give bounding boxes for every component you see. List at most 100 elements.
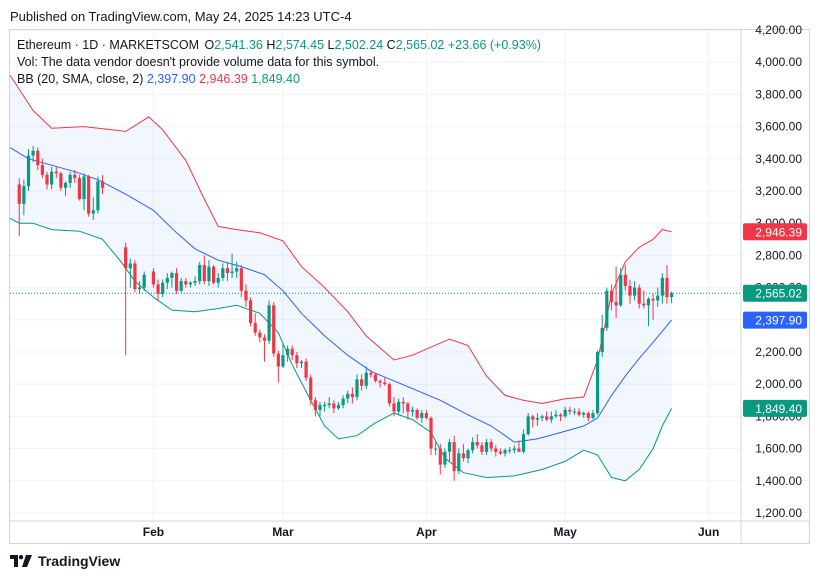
candle[interactable] (401, 397, 405, 414)
candle[interactable] (22, 179, 26, 216)
candle[interactable] (304, 358, 308, 381)
candle[interactable] (572, 408, 577, 415)
candle[interactable] (341, 395, 345, 409)
candle[interactable] (637, 284, 641, 309)
candle[interactable] (281, 343, 285, 369)
candle[interactable] (77, 174, 81, 201)
candle[interactable] (632, 281, 637, 301)
candle[interactable] (498, 448, 503, 455)
candle[interactable] (188, 281, 193, 288)
candle[interactable] (323, 401, 327, 412)
candle[interactable] (471, 437, 475, 454)
candle[interactable] (605, 287, 609, 332)
candle[interactable] (484, 438, 489, 455)
candle[interactable] (124, 242, 128, 356)
bb-label[interactable]: BB (20, SMA, close, 2) (17, 72, 144, 86)
candle[interactable] (577, 408, 581, 417)
candle[interactable] (36, 147, 40, 171)
candle[interactable] (151, 268, 156, 288)
candle[interactable] (656, 287, 660, 307)
candle[interactable] (309, 374, 313, 406)
candle[interactable] (235, 261, 239, 278)
candle[interactable] (258, 329, 262, 343)
candle[interactable] (59, 171, 63, 191)
candle[interactable] (87, 174, 91, 217)
candle[interactable] (137, 281, 142, 295)
candle[interactable] (665, 265, 669, 304)
candle[interactable] (165, 273, 169, 290)
candle[interactable] (179, 277, 183, 293)
candle[interactable] (299, 360, 304, 369)
candle[interactable] (378, 379, 382, 388)
candle[interactable] (262, 334, 267, 362)
candle[interactable] (17, 178, 21, 237)
candle[interactable] (545, 411, 549, 422)
candle[interactable] (586, 411, 590, 422)
candle[interactable] (156, 279, 160, 301)
candle[interactable] (295, 351, 299, 369)
candle[interactable] (452, 435, 456, 481)
candle[interactable] (133, 260, 137, 293)
candle[interactable] (563, 406, 567, 418)
candle[interactable] (609, 284, 614, 311)
candle[interactable] (239, 265, 243, 298)
candle[interactable] (392, 397, 396, 417)
candle[interactable] (410, 406, 415, 417)
candle[interactable] (447, 438, 452, 462)
candle[interactable] (45, 171, 49, 190)
candle[interactable] (424, 409, 428, 420)
candle[interactable] (285, 345, 290, 362)
candle[interactable] (170, 271, 174, 288)
candle[interactable] (614, 266, 618, 319)
candle[interactable] (531, 414, 535, 428)
candle[interactable] (248, 297, 253, 327)
brand-name[interactable]: TradingView (38, 553, 121, 569)
candle[interactable] (211, 265, 216, 285)
candle[interactable] (628, 279, 632, 304)
candle[interactable] (198, 261, 202, 285)
candle[interactable] (276, 350, 280, 383)
candle[interactable] (346, 390, 350, 404)
candle[interactable] (619, 268, 623, 307)
candle[interactable] (318, 401, 322, 417)
candle[interactable] (100, 174, 105, 195)
bb-upper-line[interactable] (10, 74, 672, 405)
candle[interactable] (457, 448, 461, 475)
candle[interactable] (253, 313, 257, 336)
candle[interactable] (660, 273, 664, 304)
candle[interactable] (549, 411, 553, 423)
candle[interactable] (128, 258, 132, 288)
candle[interactable] (623, 265, 627, 291)
candle[interactable] (646, 297, 651, 327)
candle[interactable] (54, 166, 58, 179)
candle[interactable] (415, 408, 419, 420)
bb-lower-line[interactable] (10, 217, 673, 482)
candle[interactable] (355, 374, 359, 401)
candle[interactable] (216, 273, 220, 288)
candle[interactable] (554, 409, 558, 418)
candle[interactable] (406, 401, 410, 420)
candle[interactable] (582, 411, 586, 418)
candle[interactable] (161, 279, 165, 298)
candle[interactable] (568, 406, 572, 415)
candle[interactable] (336, 401, 341, 410)
candle[interactable] (521, 429, 526, 454)
plot-area[interactable] (10, 30, 741, 521)
candle[interactable] (443, 448, 447, 468)
candle[interactable] (63, 181, 68, 196)
candle[interactable] (272, 302, 276, 357)
candle[interactable] (364, 366, 368, 389)
candle[interactable] (503, 448, 507, 457)
candle[interactable] (31, 145, 35, 163)
candle[interactable] (267, 300, 271, 344)
candle[interactable] (221, 263, 225, 282)
candle[interactable] (512, 445, 516, 454)
candle[interactable] (73, 170, 77, 183)
candle[interactable] (558, 413, 563, 422)
candle[interactable] (600, 314, 604, 357)
candle[interactable] (142, 271, 146, 291)
bb-basis-line[interactable] (10, 147, 672, 443)
candle[interactable] (332, 400, 336, 414)
candle[interactable] (373, 372, 378, 383)
